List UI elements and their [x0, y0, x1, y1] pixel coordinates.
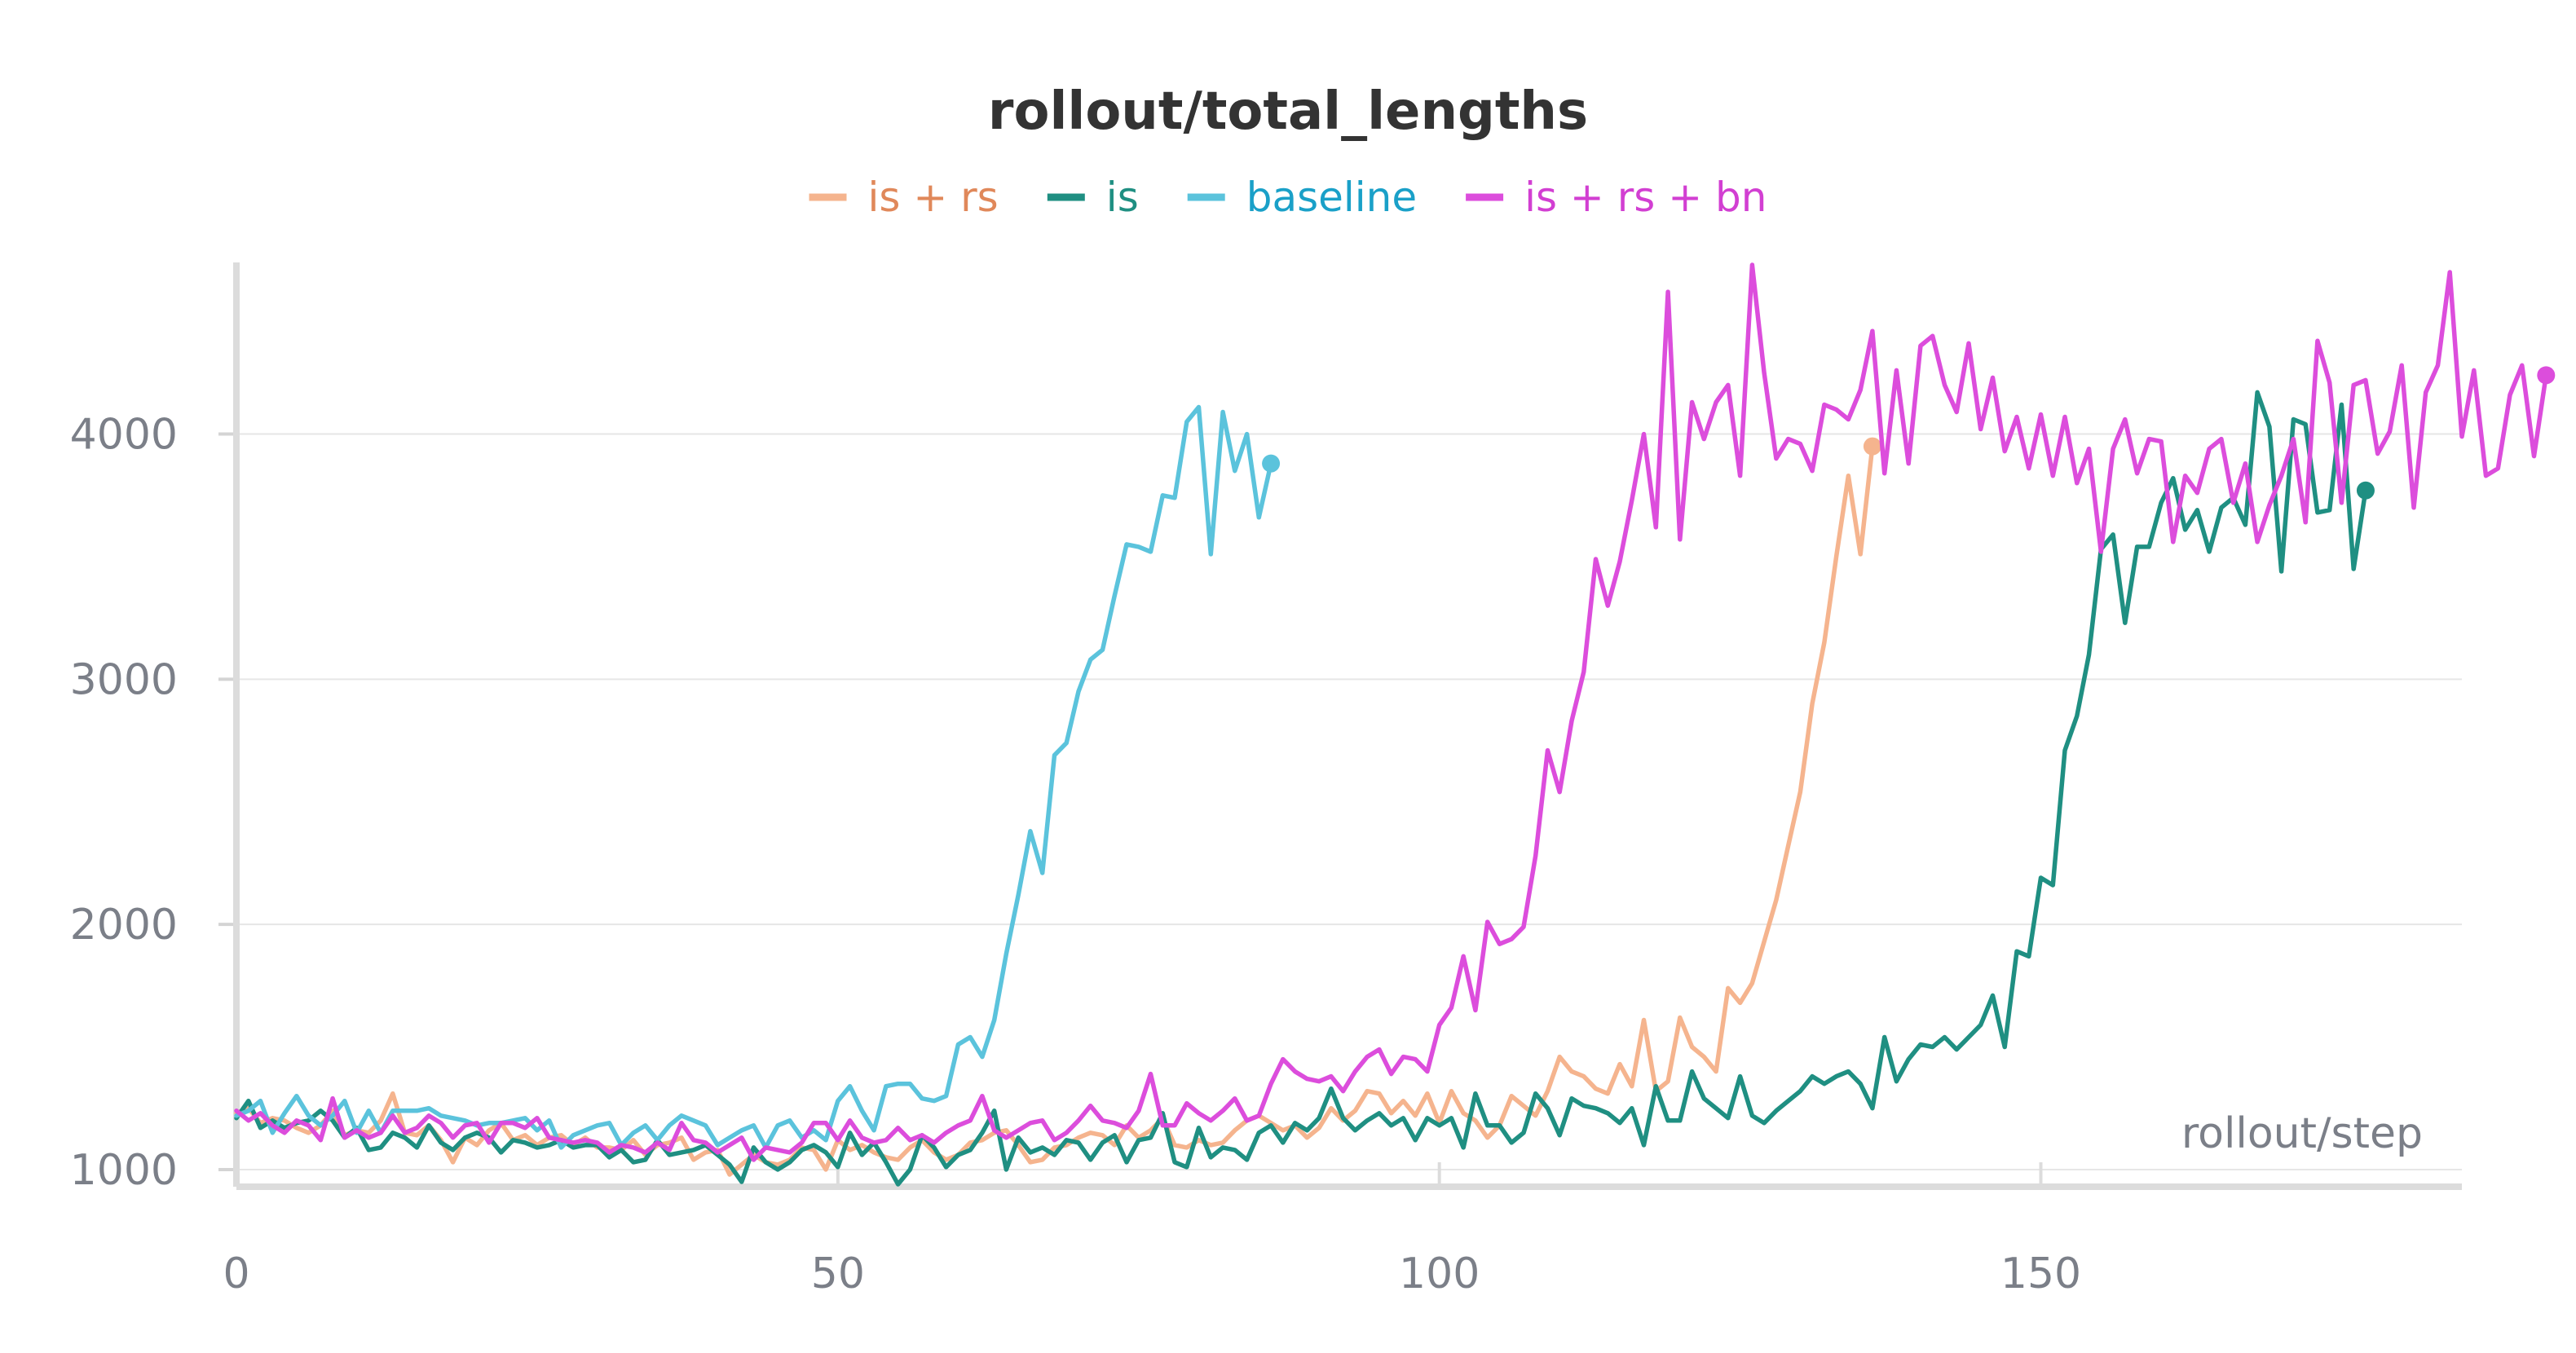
legend-item-is[interactable]: is — [1047, 174, 1139, 221]
tick-labels: 1000 2000 3000 4000 0 50 100 150 — [70, 411, 2081, 1298]
x-tick-label: 100 — [1399, 1249, 1480, 1298]
axes — [218, 262, 2462, 1190]
series-line-baseline[interactable] — [234, 404, 1273, 1150]
grid-lines — [236, 433, 2462, 1170]
x-tick-label: 150 — [2000, 1249, 2081, 1298]
legend[interactable]: is + rs is baseline is + rs + bn — [809, 174, 1767, 221]
series-end-point-baseline — [1262, 454, 1281, 473]
chart-title: rollout/total_lengths — [988, 82, 1588, 142]
y-tick-label: 1000 — [70, 1146, 178, 1195]
legend-item-is-rs-bn[interactable]: is + rs + bn — [1466, 174, 1767, 221]
y-tick-label: 4000 — [70, 411, 178, 460]
x-tick-label: 0 — [223, 1249, 249, 1298]
legend-label: is — [1106, 174, 1139, 221]
series-line-is-rs[interactable] — [234, 443, 1875, 1177]
series-line-is-rs-bn[interactable] — [234, 262, 2549, 1162]
series-line-is[interactable] — [234, 390, 2368, 1187]
legend-item-baseline[interactable]: baseline — [1187, 174, 1417, 221]
y-tick-label: 2000 — [70, 901, 178, 950]
y-tick-label: 3000 — [70, 655, 178, 704]
x-axis-label: rollout/step — [2181, 1109, 2423, 1158]
legend-item-is-rs[interactable]: is + rs — [809, 174, 999, 221]
series-end-point-is-rs — [1863, 437, 1881, 456]
legend-label: is + rs + bn — [1524, 174, 1767, 221]
legend-label: is + rs — [868, 174, 999, 221]
series-end-point-is-rs-bn — [2537, 366, 2556, 385]
legend-label: baseline — [1246, 174, 1417, 221]
x-tick-label: 50 — [811, 1249, 865, 1298]
series-end-point-is — [2356, 481, 2375, 500]
series-lines[interactable] — [234, 262, 2556, 1187]
